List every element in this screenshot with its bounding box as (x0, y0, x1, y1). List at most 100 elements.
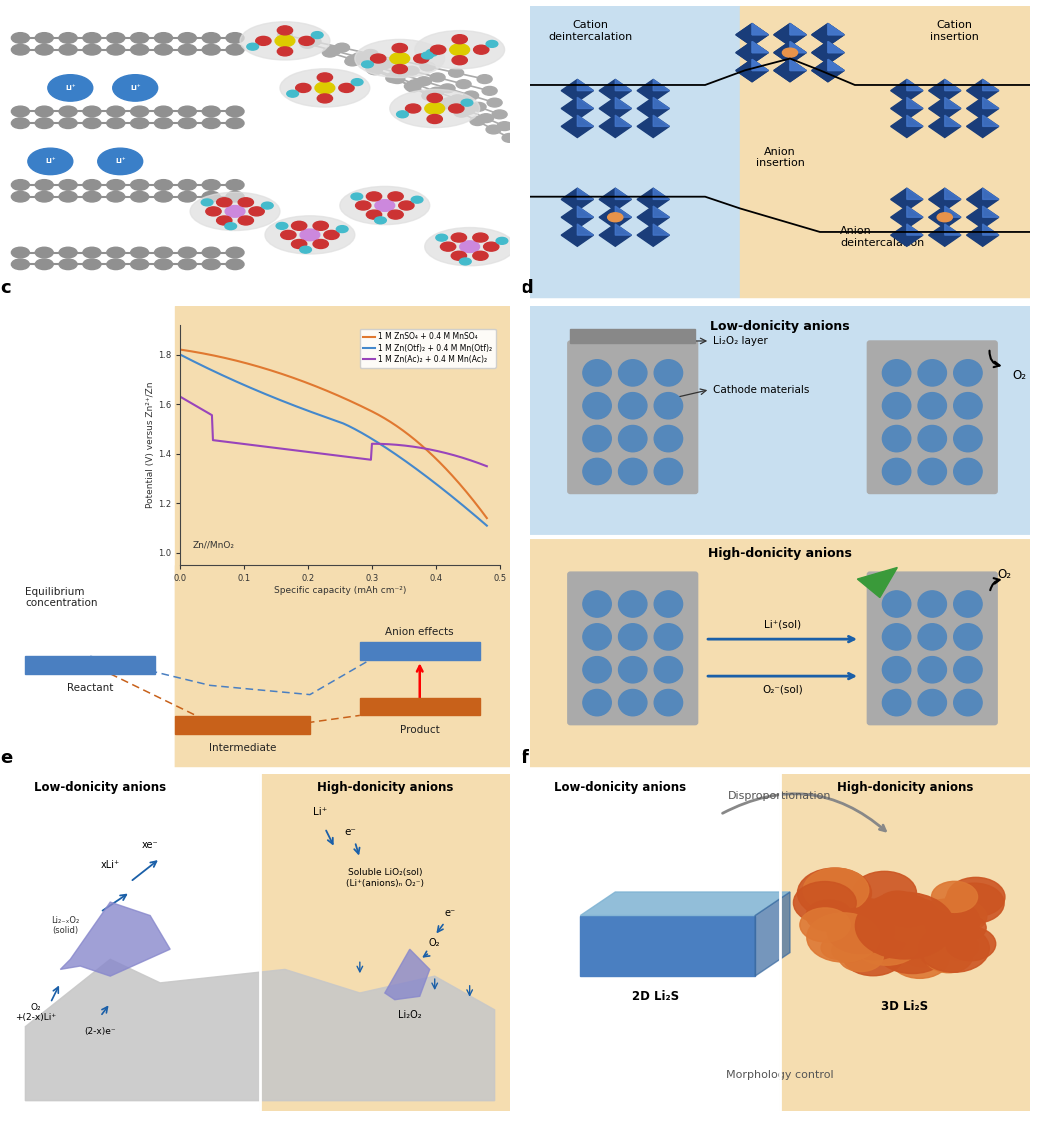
Polygon shape (599, 224, 631, 247)
Polygon shape (983, 80, 998, 91)
Circle shape (423, 90, 438, 99)
Polygon shape (944, 80, 961, 91)
Circle shape (882, 591, 911, 617)
Circle shape (226, 180, 244, 191)
Text: Anion
insertion: Anion insertion (756, 147, 804, 168)
Text: High-donicity anions: High-donicity anions (708, 546, 852, 560)
Circle shape (582, 393, 612, 419)
Circle shape (11, 247, 29, 258)
Text: Morphology control: Morphology control (726, 1070, 834, 1080)
Ellipse shape (340, 186, 430, 224)
Circle shape (448, 68, 464, 77)
Circle shape (477, 75, 492, 83)
Circle shape (457, 80, 471, 89)
Polygon shape (562, 188, 594, 211)
Circle shape (438, 100, 452, 109)
Circle shape (406, 83, 421, 92)
Circle shape (313, 221, 329, 230)
Circle shape (486, 125, 501, 134)
Polygon shape (752, 42, 769, 53)
Circle shape (278, 47, 292, 56)
Circle shape (131, 118, 149, 129)
Circle shape (35, 259, 53, 269)
Polygon shape (736, 42, 769, 64)
Circle shape (346, 55, 361, 64)
Circle shape (202, 107, 220, 117)
Circle shape (945, 927, 995, 960)
Polygon shape (653, 116, 670, 127)
Polygon shape (790, 42, 806, 53)
Circle shape (155, 259, 173, 269)
Line: 1 M Zn(Ac)₂ + 0.4 M Mn(Ac)₂: 1 M Zn(Ac)₂ + 0.4 M Mn(Ac)₂ (180, 397, 487, 467)
Polygon shape (812, 24, 844, 46)
Circle shape (654, 360, 682, 386)
Circle shape (654, 393, 682, 419)
Circle shape (619, 393, 647, 419)
Circle shape (83, 118, 101, 129)
Circle shape (59, 180, 77, 191)
Polygon shape (966, 224, 998, 247)
Polygon shape (562, 116, 594, 138)
Circle shape (473, 233, 488, 242)
1 M Zn(Ac)₂ + 0.4 M Mn(Ac)₂ (433, 444, 445, 458)
Legend: 1 M ZnSO₄ + 0.4 M MnSO₄, 1 M Zn(Otf)₂ + 0.4 M Mn(Otf)₂, 1 M Zn(Ac)₂ + 0.4 M Mn(A: 1 M ZnSO₄ + 0.4 M MnSO₄, 1 M Zn(Otf)₂ + … (360, 329, 496, 368)
Circle shape (202, 180, 220, 191)
Circle shape (28, 148, 73, 175)
Polygon shape (966, 188, 998, 211)
Circle shape (414, 54, 428, 63)
Circle shape (278, 30, 292, 39)
Circle shape (832, 939, 866, 963)
Circle shape (408, 80, 423, 89)
Circle shape (937, 213, 953, 222)
Circle shape (654, 690, 682, 716)
Circle shape (483, 86, 497, 95)
Circle shape (441, 242, 456, 251)
Circle shape (59, 192, 77, 202)
Circle shape (107, 33, 125, 44)
Circle shape (300, 246, 311, 254)
Polygon shape (983, 116, 998, 127)
Circle shape (918, 591, 946, 617)
Circle shape (226, 45, 244, 55)
Polygon shape (616, 116, 631, 127)
Polygon shape (790, 24, 806, 35)
Circle shape (374, 200, 395, 211)
Circle shape (83, 192, 101, 202)
Circle shape (35, 107, 53, 117)
Circle shape (390, 53, 410, 64)
Text: Li₂₋ₓO₂
(solid): Li₂₋ₓO₂ (solid) (51, 916, 79, 936)
1 M ZnSO₄ + 0.4 M MnSO₄ (175, 343, 187, 357)
Circle shape (478, 113, 494, 122)
Circle shape (131, 180, 149, 191)
Circle shape (216, 197, 232, 206)
Text: Product: Product (399, 725, 440, 735)
Circle shape (473, 251, 488, 260)
Polygon shape (983, 98, 998, 109)
Circle shape (366, 210, 382, 219)
Circle shape (582, 425, 612, 452)
Polygon shape (385, 949, 430, 1000)
Polygon shape (577, 116, 594, 127)
Polygon shape (774, 59, 806, 82)
Polygon shape (907, 98, 922, 109)
Circle shape (249, 206, 264, 215)
Polygon shape (638, 98, 670, 120)
Polygon shape (929, 206, 961, 229)
Circle shape (492, 110, 508, 119)
Polygon shape (944, 188, 961, 200)
Circle shape (954, 360, 982, 386)
Polygon shape (653, 188, 670, 200)
1 M ZnSO₄ + 0.4 M MnSO₄ (451, 476, 464, 489)
Text: O₂
+(2-x)Li⁺: O₂ +(2-x)Li⁺ (15, 1003, 56, 1022)
Text: Reactant: Reactant (68, 683, 113, 693)
Circle shape (827, 908, 894, 954)
Polygon shape (736, 24, 769, 46)
Circle shape (59, 118, 77, 129)
Bar (530, 537, 1030, 769)
Circle shape (387, 72, 401, 81)
Circle shape (850, 910, 888, 936)
Circle shape (496, 238, 508, 245)
Circle shape (155, 192, 173, 202)
Text: Li₂O₂: Li₂O₂ (398, 1010, 421, 1020)
Text: (2-x)e⁻: (2-x)e⁻ (84, 1027, 116, 1036)
